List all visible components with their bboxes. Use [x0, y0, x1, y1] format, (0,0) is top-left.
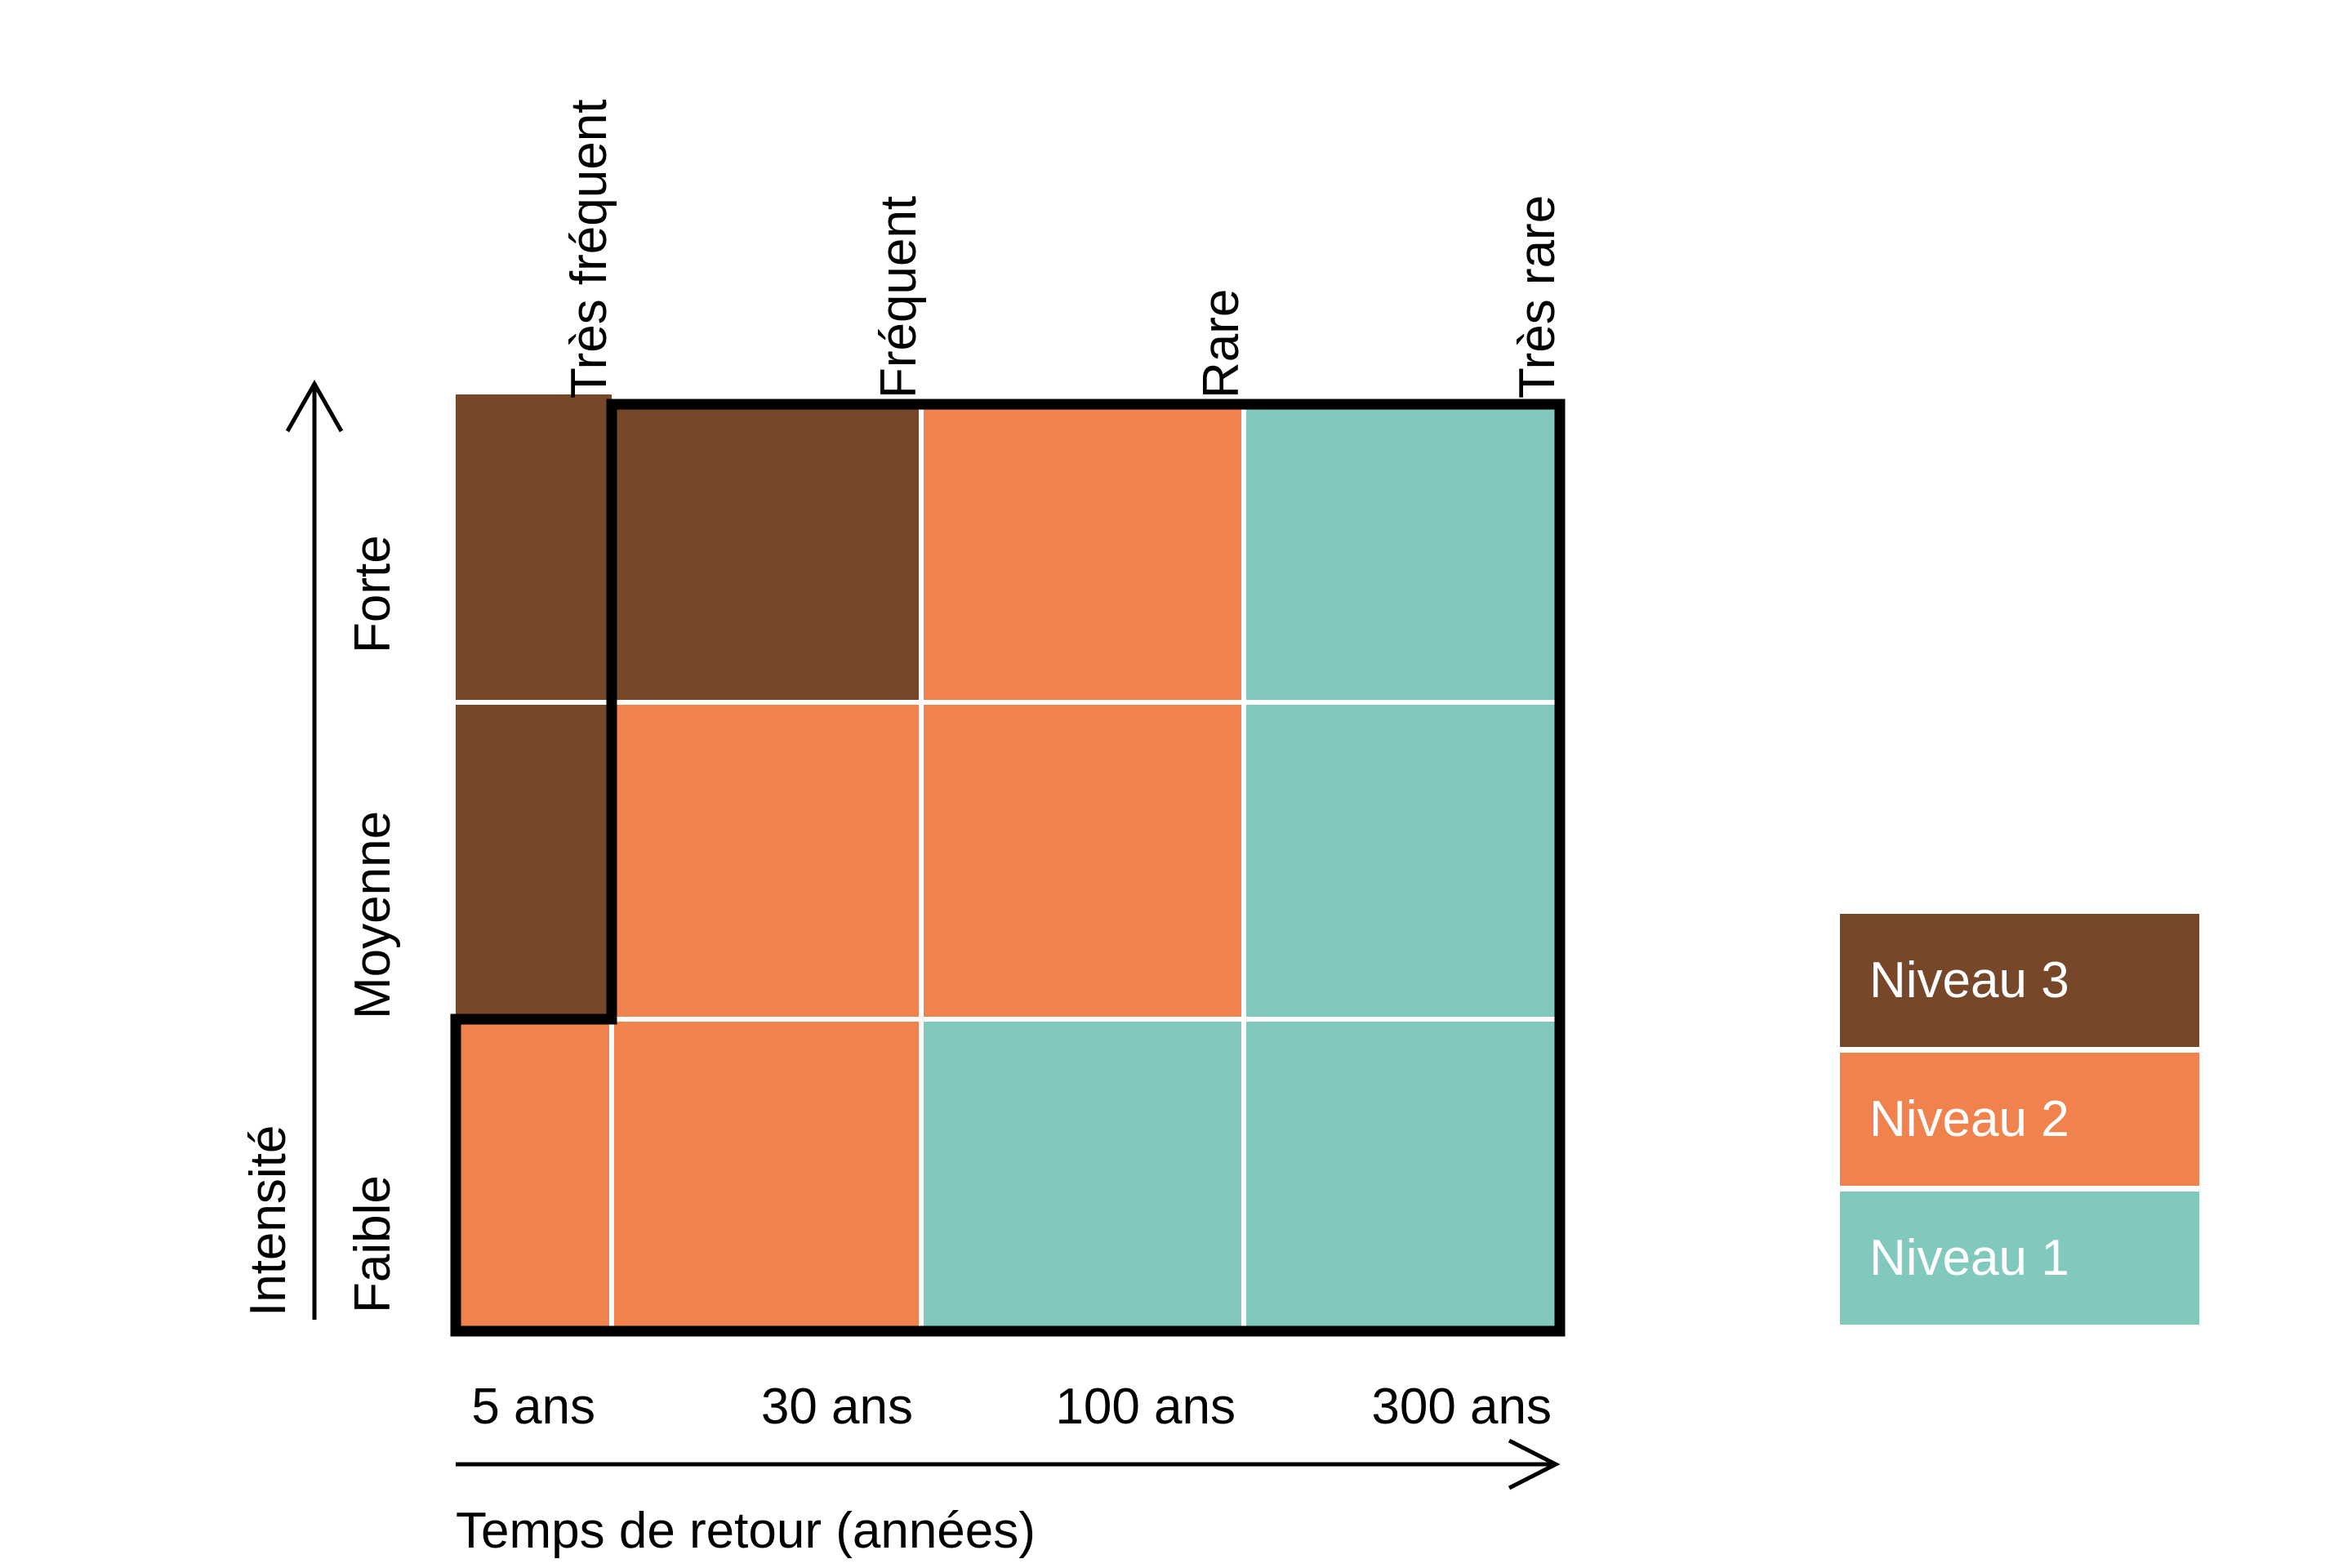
x-axis-arrow-icon	[456, 1438, 1561, 1490]
matrix-cell	[456, 702, 612, 1019]
legend-label-niveau-3: Niveau 3	[1869, 952, 2069, 1009]
matrix-cell	[921, 404, 1244, 702]
x-frequency-label-rare: Rare	[1193, 288, 1250, 399]
x-frequency-label-tres-rare: Très rare	[1509, 194, 1566, 399]
matrix-cell	[456, 394, 612, 702]
x-frequency-label-tres-frequent: Très fréquent	[561, 99, 617, 399]
x-tick-100-ans: 100 ans	[1055, 1379, 1236, 1435]
matrix-cell	[921, 702, 1244, 1019]
x-axis-title: Temps de retour (années)	[456, 1503, 1036, 1559]
legend-item-niveau-3: Niveau 3	[1840, 914, 2199, 1047]
x-tick-30-ans: 30 ans	[760, 1379, 913, 1435]
legend-label-niveau-2: Niveau 2	[1869, 1091, 2069, 1147]
legend-item-niveau-1: Niveau 1	[1840, 1192, 2199, 1325]
matrix-cells-layer	[456, 394, 1560, 1331]
matrix-cell	[1244, 702, 1560, 1019]
x-frequency-label-frequent: Fréquent	[871, 195, 927, 399]
legend-item-niveau-2: Niveau 2	[1840, 1053, 2199, 1186]
x-tick-300-ans: 300 ans	[1371, 1379, 1552, 1435]
y-row-label-moyenne: Moyenne	[345, 810, 401, 1019]
matrix-cell	[612, 702, 921, 1019]
legend: Niveau 3 Niveau 2 Niveau 1	[1840, 914, 2199, 1325]
matrix-cell	[1244, 404, 1560, 702]
domain-outline	[450, 399, 1566, 1337]
matrix-cell	[921, 1019, 1244, 1331]
matrix-cell	[1244, 1019, 1560, 1331]
domain-outline-layer	[450, 399, 1566, 1337]
y-axis-title: Intensité	[240, 1125, 296, 1316]
matrix-cell	[612, 1019, 921, 1331]
matrix-cell	[612, 404, 921, 702]
legend-label-niveau-1: Niveau 1	[1869, 1230, 2069, 1286]
y-row-label-forte: Forte	[345, 535, 401, 653]
matrix-gridlines-layer	[456, 404, 1560, 1331]
x-tick-5-ans: 5 ans	[471, 1379, 595, 1435]
y-row-label-faible: Faible	[345, 1175, 401, 1313]
y-axis-arrow-icon	[285, 379, 344, 1320]
matrix-cell	[456, 1019, 612, 1331]
